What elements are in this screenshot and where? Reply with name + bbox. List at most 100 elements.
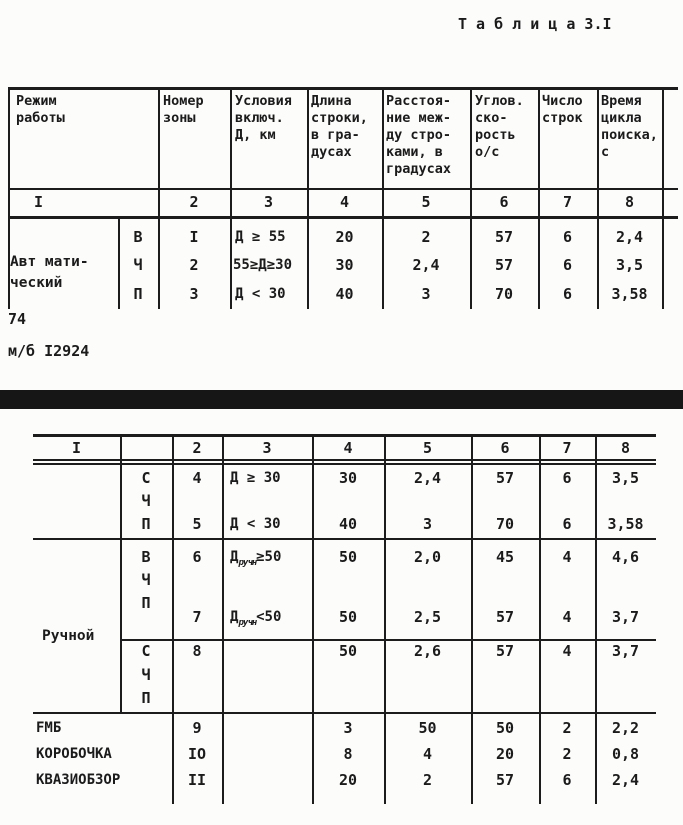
cell-cycle-time: 4,6 [611, 548, 640, 566]
cell-angular-speed: 57 [494, 228, 514, 246]
table-border-line [172, 434, 174, 804]
cell-line-count: 4 [562, 548, 572, 566]
cell-angular-speed: 57 [495, 608, 515, 626]
table-border-line [597, 87, 599, 309]
table-border-line [8, 188, 678, 190]
cell-line-length: 50 [338, 608, 358, 626]
cell-zone: I [189, 228, 199, 246]
col-number-8: 8 [624, 193, 635, 211]
table-border-line [8, 87, 678, 90]
mode-letter: Ч [141, 666, 151, 684]
cell-line-spacing: 2,4 [412, 256, 440, 274]
col-number-1: I [34, 193, 44, 211]
col-number-3: 3 [263, 193, 274, 211]
cell-cycle-time: 3,5 [611, 469, 640, 487]
cell-line-spacing: 2 [422, 771, 433, 789]
table-caption: Т а б л и ц а 3.I [458, 15, 612, 33]
cell-line-length: 20 [335, 228, 354, 246]
cell-line-count: 6 [562, 228, 573, 246]
mode-letter: П [141, 689, 151, 707]
cell-condition: Дручн<50 [230, 609, 282, 628]
cell-line-length: 40 [338, 515, 358, 533]
mode-letter: П [133, 285, 143, 303]
cell-line-spacing: 3 [422, 515, 433, 533]
col-number-7: 7 [562, 193, 573, 211]
table-border-line [382, 87, 384, 309]
cell-cycle-time: 3,58 [607, 515, 644, 533]
cell-line-spacing: 4 [422, 745, 433, 763]
cell-line-length: 40 [335, 285, 354, 303]
cell-condition: Д ≥ 55 [235, 229, 286, 245]
row-label: FМБ [36, 720, 62, 736]
table-border-line [118, 219, 120, 309]
cell-condition: Д ≥ 30 [230, 470, 281, 486]
table-border-line [230, 87, 232, 309]
table-border-line [662, 87, 664, 309]
col-header-dlina-stroki: Длина строки, в гра- дусах [311, 93, 368, 160]
cell-zone: 8 [192, 642, 202, 660]
table-border-line [471, 434, 473, 804]
col-number-7: 7 [562, 439, 572, 457]
col-number-3: 3 [262, 439, 272, 457]
table-border-line [158, 87, 160, 309]
col-number-4: 4 [343, 439, 353, 457]
cell-angular-speed: 50 [495, 719, 515, 737]
cell-line-length: 30 [338, 469, 358, 487]
cell-line-spacing: 50 [418, 719, 437, 737]
cell-line-count: 2 [562, 719, 572, 737]
cell-angular-speed: 57 [495, 642, 515, 660]
microfilm-note: м/б I2924 [8, 342, 90, 360]
mode-letter: С [141, 469, 151, 487]
cell-condition: Д < 30 [230, 516, 281, 532]
mode-letter: П [141, 515, 151, 533]
table-border-line [33, 434, 656, 437]
cell-line-count: 6 [562, 285, 573, 303]
mode-letter: В [141, 548, 151, 566]
cell-line-length: 30 [335, 256, 354, 274]
cell-zone: 2 [189, 256, 199, 274]
cell-line-count: 4 [562, 608, 572, 626]
cell-angular-speed: 45 [495, 548, 515, 566]
col-header-rasstoyanie: Расстоя- ние меж- ду стро- ками, в граду… [386, 93, 452, 177]
cell-line-spacing: 2,4 [413, 469, 442, 487]
table-border-line [307, 87, 309, 309]
cell-line-spacing: 3 [421, 285, 431, 303]
cell-zone: IО [187, 745, 207, 763]
col-number-6: 6 [499, 193, 509, 211]
cell-line-count: 6 [562, 256, 573, 274]
cell-cycle-time: 3,7 [611, 642, 640, 660]
cell-line-count: 6 [562, 469, 572, 487]
cell-cycle-time: 2,4 [611, 771, 640, 789]
table-border-line [33, 463, 656, 465]
col-number-5: 5 [422, 439, 433, 457]
table-border-line [595, 434, 597, 804]
cell-line-length: 50 [338, 642, 358, 660]
col-header-rezhim-raboty: Режим работы [16, 93, 65, 126]
mode-letter: Ч [141, 571, 151, 589]
col-number-5: 5 [421, 193, 431, 211]
table-border-line [539, 434, 541, 804]
table-border-line [33, 459, 656, 461]
cell-angular-speed: 20 [495, 745, 515, 763]
col-number-6: 6 [500, 439, 510, 457]
row-label: КВАЗИОБЗОР [36, 772, 121, 788]
page-separator-bar [0, 390, 683, 409]
col-header-uglov-skorost: Углов. ско- рость о/с [475, 93, 524, 160]
col-number-2: 2 [192, 439, 202, 457]
row-group-label-avtomaticheskiy: Авт мати- ческий [10, 254, 89, 291]
table-border-line [33, 538, 656, 540]
table-border-line [538, 87, 540, 309]
condition-subscript: ручн [238, 558, 257, 568]
cell-angular-speed: 70 [495, 515, 515, 533]
col-header-usloviya-vklyuch: Условия включ. Д, км [235, 93, 292, 143]
cell-line-spacing: 2 [421, 228, 431, 246]
cell-line-length: 50 [338, 548, 358, 566]
col-number-4: 4 [339, 193, 350, 211]
col-number-1: I [71, 439, 82, 457]
cell-angular-speed: 57 [495, 771, 515, 789]
cell-zone: 3 [189, 285, 199, 303]
col-number-8: 8 [620, 439, 631, 457]
cell-line-length: 3 [343, 719, 353, 737]
condition-subscript: ручн [238, 618, 257, 628]
